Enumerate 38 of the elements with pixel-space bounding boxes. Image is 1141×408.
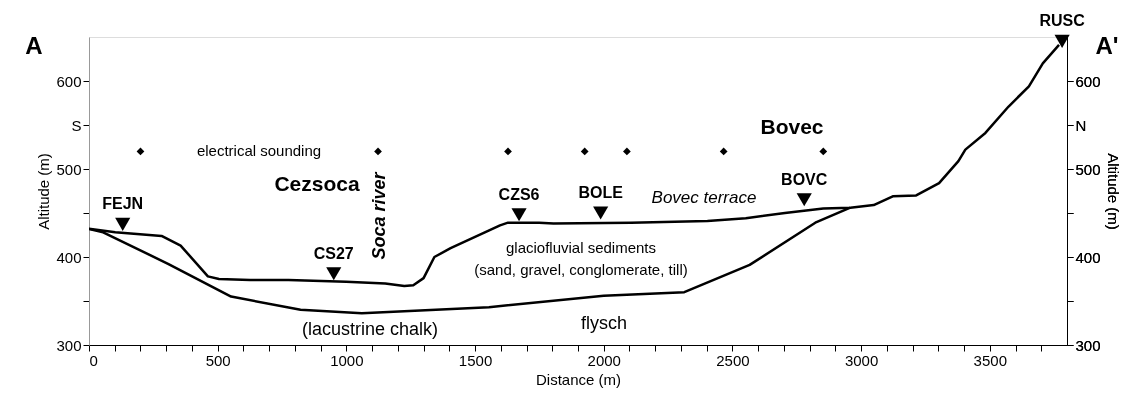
annotation: Bovec terrace <box>651 188 757 207</box>
y-tick-label: 400 <box>56 248 82 266</box>
x-tick-label: 1000 <box>330 351 364 369</box>
y2-tick-label: 300 <box>1075 336 1101 354</box>
annotation: Cezsoca <box>274 172 360 195</box>
y-axis-title: Altitude (m) <box>35 153 53 230</box>
data-label: CS27 <box>313 244 354 262</box>
y-tick-label: 600 <box>56 72 82 90</box>
y2-tick-label: 500 <box>1075 160 1101 178</box>
text: A <box>25 32 43 59</box>
x-axis-title: Distance (m) <box>535 370 622 388</box>
y2-tick-label: 600 <box>1075 72 1101 90</box>
x-tick-label: 0 <box>89 351 98 369</box>
annotation: (sand, gravel, conglomerate, till) <box>474 261 688 278</box>
y-tick-label: 300 <box>56 336 82 354</box>
x-tick-label: 2000 <box>587 351 621 369</box>
annotation: flysch <box>580 313 628 333</box>
x-tick-label: 500 <box>205 351 231 369</box>
y-tick-label: S <box>71 116 82 134</box>
annotation: Bovec <box>760 115 824 138</box>
data-label: BOLE <box>578 184 624 201</box>
x-tick-label: 3000 <box>844 351 879 369</box>
x-tick-label: 3500 <box>973 351 1007 369</box>
y-tick-label: 500 <box>56 160 82 178</box>
annotation: Soca river <box>369 171 389 260</box>
data-label: BOVC <box>781 170 828 188</box>
y2-tick-label: 400 <box>1075 248 1101 266</box>
annotation: (lacustrine chalk) <box>301 319 439 339</box>
x-tick-label: 2500 <box>716 351 750 369</box>
y2-tick-label: N <box>1075 116 1087 134</box>
data-label: CZS6 <box>498 185 540 203</box>
data-label: FEJN <box>102 195 144 213</box>
annotation: electrical sounding <box>196 142 322 159</box>
x-tick-label: 1500 <box>458 351 493 369</box>
y2-axis-title: Altitude (m) <box>1104 153 1122 230</box>
text: A' <box>1095 32 1119 59</box>
data-label: RUSC <box>1039 12 1086 30</box>
annotation: glaciofluvial sediments <box>505 239 657 256</box>
